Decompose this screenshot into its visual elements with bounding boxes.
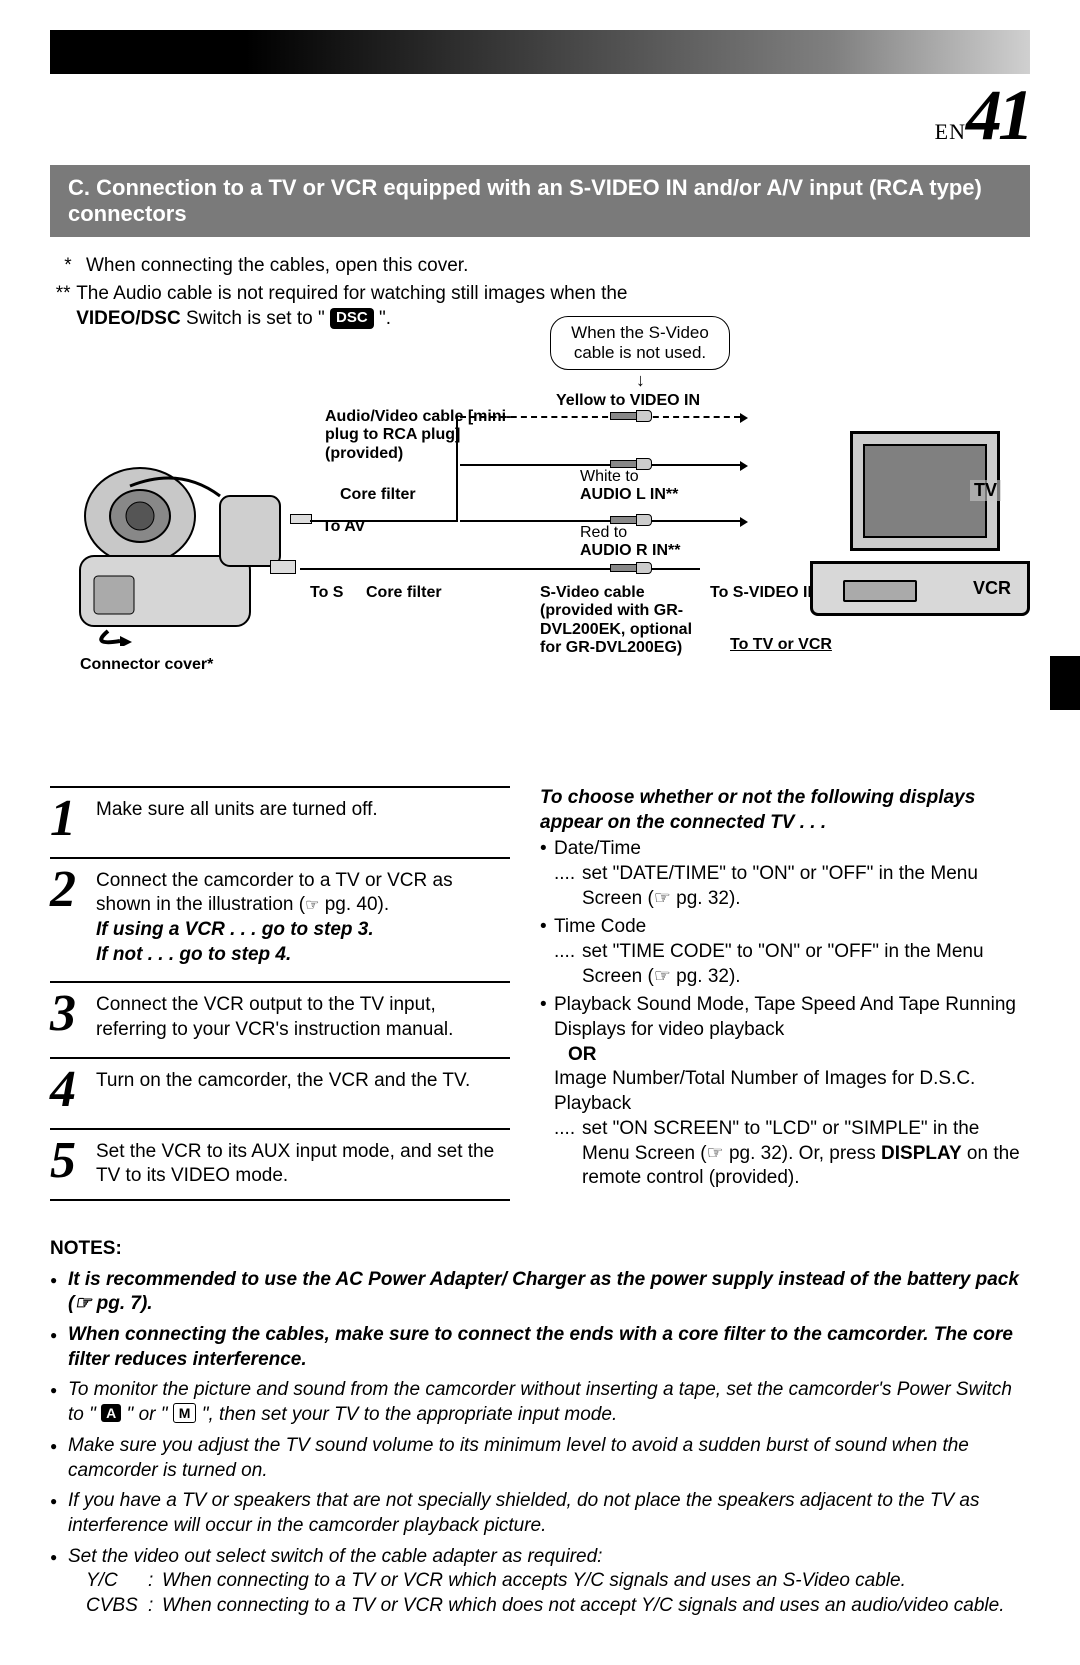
setting-timecode: Time Code set "TIME CODE" to "ON" or "OF… (540, 915, 1030, 989)
camcorder-illustration (70, 456, 300, 646)
page-ref-icon: ☞ (707, 1143, 724, 1164)
notes-section: NOTES: It is recommended to use the AC P… (50, 1237, 1030, 1619)
header-gradient-bar (50, 30, 1030, 74)
label-red-to: Red to (580, 524, 627, 541)
asterisk-2-marker: ** (50, 281, 76, 332)
page-ref-icon: ☞ (654, 966, 671, 987)
label-connector-cover: Connector cover* (80, 656, 213, 674)
steps-column: 1 Make sure all units are turned off. 2 … (50, 786, 510, 1211)
tv-illustration: TV (850, 431, 1000, 551)
note-3: To monitor the picture and sound from th… (50, 1378, 1030, 1427)
setting-datetime: Date/Time set "DATE/TIME" to "ON" or "OF… (540, 837, 1030, 911)
label-svideo-cable: S-Video cable (provided with GR-DVL200EK… (540, 584, 700, 658)
page-num-value: 41 (966, 75, 1030, 155)
plug-red (610, 514, 652, 524)
label-audio-r: AUDIO R IN** (580, 542, 680, 559)
label-tv: TV (970, 480, 1001, 501)
step-4: 4 Turn on the camcorder, the VCR and the… (50, 1057, 510, 1128)
notes-heading: NOTES: (50, 1237, 1030, 1262)
wire-red (460, 520, 740, 522)
switch-chip-m: M (173, 1403, 197, 1423)
label-to-svideo-in: To S-VIDEO IN (710, 584, 819, 602)
display-settings-heading: To choose whether or not the following d… (540, 786, 1030, 835)
page-lang: EN (935, 119, 966, 144)
note-6: Set the video out select switch of the c… (50, 1545, 1030, 1619)
dsc-chip: DSC (330, 308, 374, 328)
down-arrow-icon: ↓ (636, 370, 645, 391)
or-separator: OR (568, 1043, 1030, 1068)
wire-white (460, 464, 740, 466)
page-ref-icon: ☞ (654, 888, 671, 909)
note-4: Make sure you adjust the TV sound volume… (50, 1434, 1030, 1483)
setting-playback: Playback Sound Mode, Tape Speed And Tape… (540, 993, 1030, 1191)
vcr-illustration: VCR (810, 561, 1030, 616)
asterisk-1-text: When connecting the cables, open this co… (86, 253, 468, 279)
page-number: EN41 (50, 74, 1030, 157)
label-vcr: VCR (973, 578, 1011, 599)
plug-svideo (610, 562, 652, 572)
display-settings-column: To choose whether or not the following d… (540, 786, 1030, 1195)
label-white-to: White to (580, 468, 639, 485)
step-2: 2 Connect the camcorder to a TV or VCR a… (50, 857, 510, 982)
label-core-filter-1: Core filter (340, 486, 416, 504)
note-5: If you have a TV or speakers that are no… (50, 1489, 1030, 1538)
callout-svideo-not-used: When the S-Video cable is not used. (550, 316, 730, 370)
step-5: 5 Set the VCR to its AUX input mode, and… (50, 1128, 510, 1201)
label-yellow-video-in: Yellow to VIDEO IN (556, 392, 700, 410)
plug-yellow (610, 410, 652, 420)
note-1: It is recommended to use the AC Power Ad… (50, 1268, 1030, 1317)
label-core-filter-2: Core filter (366, 584, 442, 602)
label-to-tv-vcr: To TV or VCR (730, 636, 832, 654)
section-title: C. Connection to a TV or VCR equipped wi… (50, 165, 1030, 237)
label-to-s: To S (310, 584, 343, 602)
page-edge-tab (1050, 656, 1080, 710)
note-2: When connecting the cables, make sure to… (50, 1323, 1030, 1372)
page-ref-icon: ☞ (305, 896, 319, 917)
plug-white (610, 458, 652, 468)
asterisk-1-marker: * (50, 253, 86, 279)
connector-av (290, 514, 312, 524)
wire-yellow (460, 416, 740, 418)
connection-diagram: When the S-Video cable is not used. ↓ Ye… (50, 346, 1030, 746)
connector-s (270, 560, 296, 574)
step-1: 1 Make sure all units are turned off. (50, 786, 510, 857)
label-audio-l: AUDIO L IN** (580, 486, 678, 503)
switch-chip-a: A (101, 1404, 121, 1422)
step-3: 3 Connect the VCR output to the TV input… (50, 981, 510, 1056)
